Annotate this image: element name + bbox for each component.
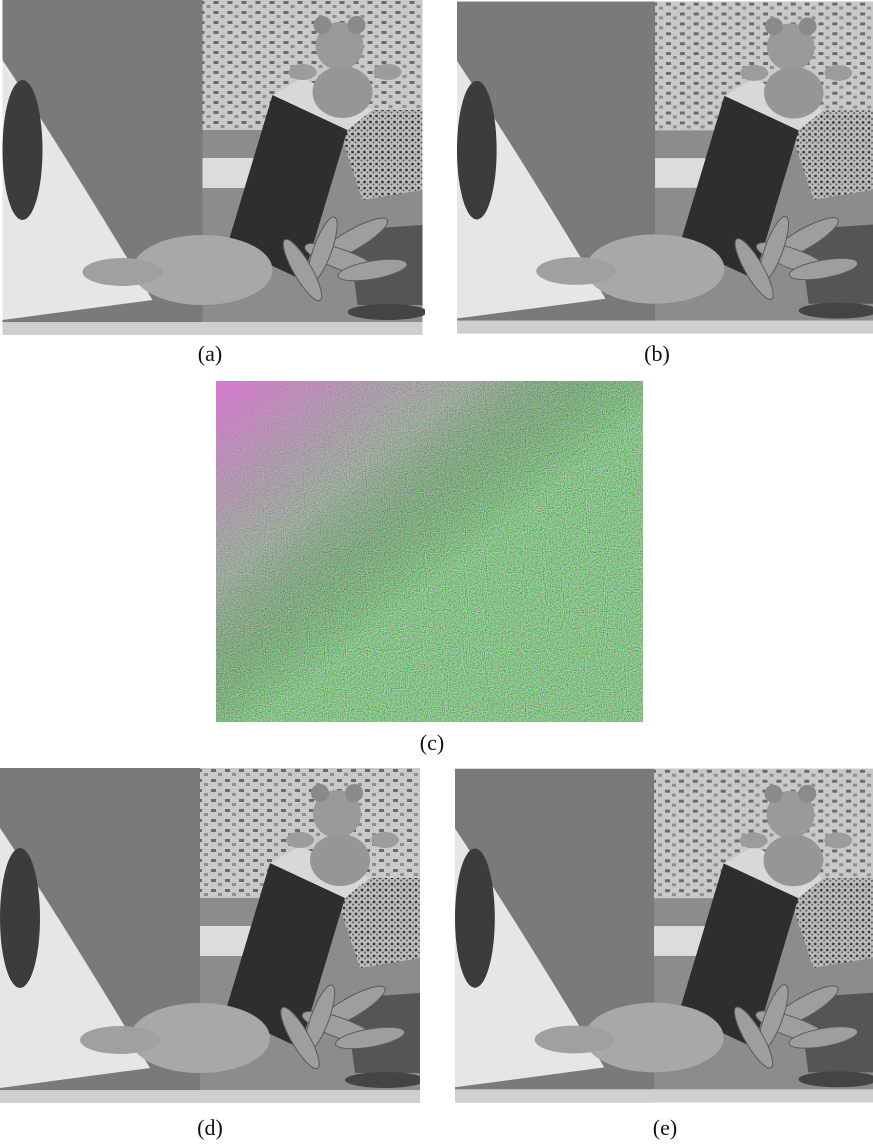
- figure: (a) (b) (c) (d) (e): [0, 0, 873, 1145]
- caption: (e): [653, 1115, 677, 1141]
- image-c: [216, 381, 643, 722]
- caption: (c): [420, 730, 444, 756]
- image-e: [455, 768, 873, 1103]
- image-b: [457, 0, 873, 335]
- caption: (b): [644, 341, 670, 367]
- image-a: [0, 0, 425, 335]
- caption: (d): [197, 1115, 223, 1141]
- image-d: [0, 768, 420, 1103]
- caption: (a): [198, 341, 222, 367]
